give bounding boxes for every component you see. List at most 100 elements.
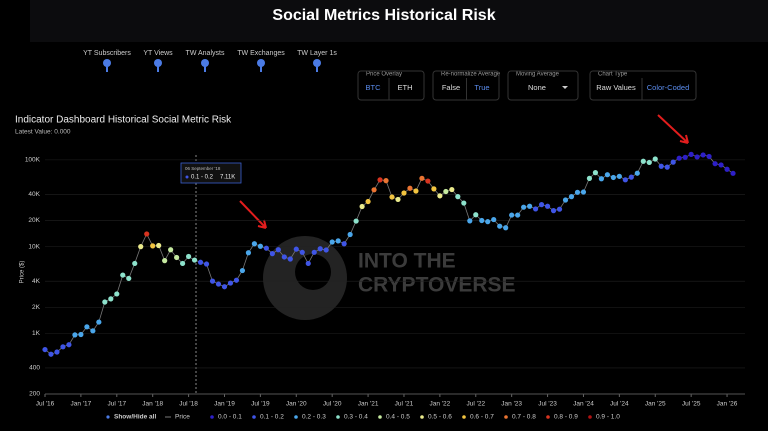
price-point — [658, 163, 664, 169]
x-tick-label: Jul '23 — [538, 401, 557, 408]
price-point — [532, 206, 539, 212]
watermark-logo-hole — [295, 254, 331, 290]
price-point — [556, 206, 563, 212]
arrow — [239, 200, 267, 229]
control-option[interactable]: Raw Values — [596, 83, 636, 92]
x-tick-label: Jul '22 — [466, 401, 485, 408]
price-point — [335, 238, 341, 244]
control-label: Price Overlay — [366, 72, 402, 78]
chart-subtitle: Latest Value: 0.000 — [15, 129, 71, 136]
price-point — [688, 151, 694, 157]
price-point — [353, 218, 359, 224]
legend-label[interactable]: 0.9 - 1.0 — [596, 414, 620, 421]
price-point — [706, 153, 712, 160]
legend-label[interactable]: 0.0 - 0.1 — [218, 414, 242, 421]
legend-toggle[interactable]: Show/Hide all — [114, 414, 156, 421]
dropdown-caret — [562, 86, 568, 89]
price-point — [150, 243, 156, 249]
x-tick-label: Jan '21 — [358, 401, 379, 408]
price-point — [221, 284, 228, 290]
tooltip-value: 7.11K — [220, 175, 235, 181]
control-box — [507, 70, 579, 101]
legend-label[interactable]: 0.1 - 0.2 — [260, 414, 284, 421]
slider-label: TW Layer 1s — [297, 50, 337, 57]
legend-marker — [294, 415, 298, 419]
price-point — [305, 260, 311, 267]
price-point — [245, 250, 252, 256]
legend-label[interactable]: 0.5 - 0.6 — [428, 414, 452, 421]
x-tick-label: Jul '24 — [610, 401, 629, 408]
slider-knob[interactable] — [201, 59, 209, 67]
y-tick-label: 400 — [29, 365, 40, 372]
x-tick-label: Jan '19 — [214, 401, 235, 408]
price-point — [227, 280, 234, 286]
price-point — [317, 246, 323, 252]
x-tick-label: Jul '16 — [36, 401, 55, 408]
price-point — [538, 202, 545, 208]
legend-marker — [210, 415, 214, 419]
x-tick-label: Jan '17 — [71, 401, 92, 408]
price-point — [395, 196, 401, 203]
price-point — [42, 346, 48, 353]
price-point — [72, 332, 78, 338]
price-point — [383, 178, 389, 184]
legend-marker — [546, 415, 550, 419]
legend-label[interactable]: 0.7 - 0.8 — [512, 414, 536, 421]
legend-marker — [378, 415, 382, 419]
price-point — [485, 219, 491, 225]
legend-marker — [106, 415, 110, 419]
legend-label[interactable]: 0.2 - 0.3 — [302, 414, 326, 421]
price-point — [54, 349, 60, 355]
legend-label[interactable]: Price — [175, 414, 190, 421]
y-tick-label: 2K — [32, 304, 41, 311]
x-tick-label: Jul '19 — [251, 401, 270, 408]
price-point — [287, 256, 293, 262]
price-point — [191, 257, 198, 263]
arrows — [239, 114, 689, 229]
price-point — [108, 296, 114, 302]
arrow — [657, 114, 689, 144]
slider-label: YT Views — [143, 50, 173, 57]
legend-marker — [420, 415, 424, 419]
y-tick-label: 20K — [28, 217, 40, 224]
price-point — [389, 194, 395, 200]
price-point — [676, 155, 682, 161]
control-option[interactable]: Color-Coded — [647, 83, 690, 92]
control-option[interactable]: True — [474, 83, 489, 92]
control-option[interactable]: ETH — [398, 83, 413, 92]
y-tick-label: 10K — [28, 243, 40, 250]
x-tick-label: Jul '21 — [395, 401, 414, 408]
legend-label[interactable]: 0.4 - 0.5 — [386, 414, 410, 421]
slider-knob[interactable] — [257, 59, 265, 67]
page-title: Social Metrics Historical Risk — [272, 7, 495, 24]
legend-marker — [504, 415, 508, 419]
tooltip-box — [180, 162, 242, 184]
control-label: Moving Average — [516, 72, 560, 78]
legend-label[interactable]: 0.6 - 0.7 — [470, 414, 494, 421]
price-point — [509, 212, 515, 218]
price-point — [120, 272, 126, 278]
legend-label[interactable]: 0.3 - 0.4 — [344, 414, 368, 421]
price-point — [640, 158, 646, 164]
price-point — [646, 159, 652, 166]
legend-marker — [462, 415, 466, 419]
legend-label[interactable]: 0.8 - 0.9 — [554, 414, 578, 421]
x-tick-label: Jan '20 — [286, 401, 307, 408]
slider-knob[interactable] — [313, 59, 321, 67]
control-option[interactable]: False — [442, 83, 460, 92]
slider-knob[interactable] — [103, 59, 111, 67]
control-label: Re-normalize Average — [441, 72, 501, 78]
price-point — [592, 170, 599, 176]
tooltip-band: 0.1 - 0.2 — [191, 175, 214, 181]
x-tick-label: Jan '24 — [573, 401, 594, 408]
control-option[interactable]: BTC — [366, 83, 382, 92]
price-point — [622, 177, 628, 183]
slider-knob[interactable] — [154, 59, 162, 67]
price-point — [96, 319, 102, 325]
price-point — [479, 217, 485, 224]
control-option[interactable]: None — [528, 83, 546, 92]
price-point — [425, 178, 431, 184]
price-point — [371, 187, 377, 193]
price-point — [718, 162, 724, 168]
